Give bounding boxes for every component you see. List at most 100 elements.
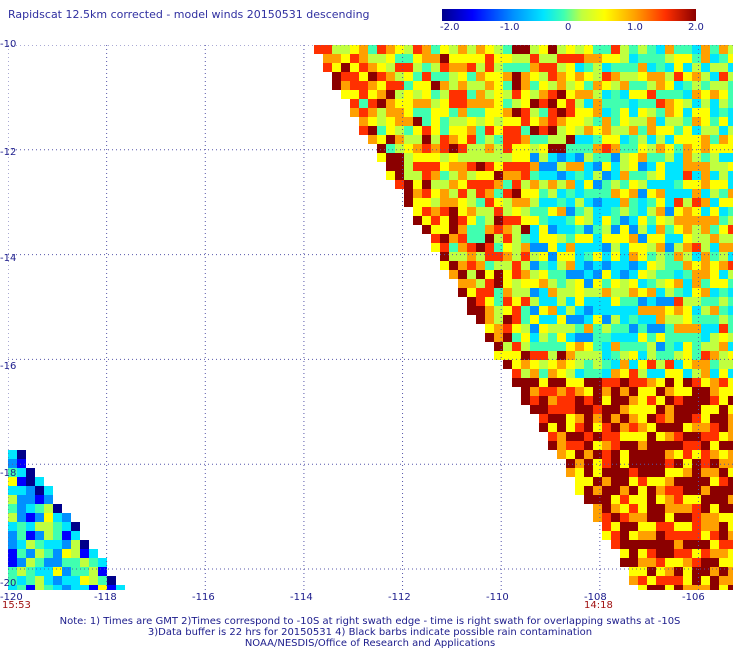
wind-cell: [674, 486, 683, 495]
wind-cell: [683, 324, 692, 333]
wind-cell: [494, 243, 503, 252]
wind-cell: [701, 108, 710, 117]
wind-cell: [548, 81, 557, 90]
wind-cell: [710, 81, 719, 90]
wind-cell: [719, 540, 728, 549]
wind-cell: [8, 549, 17, 558]
wind-cell: [611, 504, 620, 513]
wind-cell: [656, 396, 665, 405]
wind-cell: [728, 189, 733, 198]
wind-cell: [629, 225, 638, 234]
wind-cell: [584, 225, 593, 234]
wind-cell: [431, 45, 440, 54]
wind-cell: [701, 252, 710, 261]
wind-cell: [692, 432, 701, 441]
wind-cell: [629, 243, 638, 252]
wind-cell: [539, 351, 548, 360]
wind-cell: [8, 567, 17, 576]
wind-cell: [494, 234, 503, 243]
wind-cell: [539, 252, 548, 261]
wind-cell: [728, 441, 733, 450]
wind-cell: [701, 549, 710, 558]
wind-cell: [17, 468, 26, 477]
wind-cell: [647, 108, 656, 117]
wind-cell: [701, 99, 710, 108]
wind-cell: [620, 99, 629, 108]
wind-cell: [710, 360, 719, 369]
wind-cell: [665, 90, 674, 99]
wind-cell: [377, 54, 386, 63]
wind-cell: [575, 198, 584, 207]
wind-cell: [575, 324, 584, 333]
wind-cell: [476, 225, 485, 234]
wind-cell: [620, 396, 629, 405]
wind-cell: [647, 477, 656, 486]
wind-cell: [638, 441, 647, 450]
wind-cell: [602, 333, 611, 342]
wind-cell: [665, 522, 674, 531]
wind-cell: [404, 90, 413, 99]
wind-cell: [17, 540, 26, 549]
wind-cell: [584, 261, 593, 270]
wind-cell: [386, 45, 395, 54]
wind-cell: [674, 153, 683, 162]
wind-cell: [656, 216, 665, 225]
wind-cell: [449, 90, 458, 99]
wind-cell: [584, 72, 593, 81]
wind-cell: [494, 72, 503, 81]
wind-cell: [710, 423, 719, 432]
wind-cell: [404, 126, 413, 135]
wind-cell: [467, 180, 476, 189]
wind-cell: [656, 540, 665, 549]
wind-cell: [548, 261, 557, 270]
wind-cell: [602, 477, 611, 486]
wind-cell: [422, 171, 431, 180]
wind-cell: [431, 99, 440, 108]
colorbar-label-max: 2.0: [688, 22, 704, 33]
wind-cell: [674, 135, 683, 144]
wind-cell: [710, 468, 719, 477]
wind-cell: [620, 54, 629, 63]
wind-cell: [494, 306, 503, 315]
wind-cell: [593, 45, 602, 54]
wind-cell: [503, 306, 512, 315]
wind-cell: [647, 576, 656, 585]
wind-cell: [557, 360, 566, 369]
wind-cell: [665, 189, 674, 198]
wind-cell: [638, 360, 647, 369]
wind-cell: [458, 54, 467, 63]
wind-cell: [665, 477, 674, 486]
wind-cell: [557, 351, 566, 360]
wind-cell: [647, 198, 656, 207]
wind-cell: [575, 261, 584, 270]
wind-cell: [350, 72, 359, 81]
wind-cell: [728, 351, 733, 360]
wind-cell: [503, 252, 512, 261]
wind-cell: [656, 414, 665, 423]
wind-cell: [26, 567, 35, 576]
wind-cell: [584, 450, 593, 459]
wind-cell: [584, 459, 593, 468]
wind-cell: [728, 135, 733, 144]
wind-cell: [692, 378, 701, 387]
wind-cell: [467, 207, 476, 216]
wind-cell: [602, 261, 611, 270]
wind-cell: [728, 261, 733, 270]
wind-cell: [548, 54, 557, 63]
wind-cell: [485, 234, 494, 243]
wind-cell: [584, 342, 593, 351]
wind-cell: [674, 297, 683, 306]
wind-cell: [566, 225, 575, 234]
wind-cell: [719, 144, 728, 153]
wind-cell: [629, 351, 638, 360]
wind-cell: [629, 477, 638, 486]
wind-cell: [602, 423, 611, 432]
wind-cell: [665, 315, 674, 324]
wind-cell: [512, 189, 521, 198]
wind-cell: [341, 54, 350, 63]
wind-cell: [350, 99, 359, 108]
wind-cell: [440, 207, 449, 216]
wind-cell: [647, 405, 656, 414]
wind-cell: [593, 243, 602, 252]
wind-cell: [620, 63, 629, 72]
